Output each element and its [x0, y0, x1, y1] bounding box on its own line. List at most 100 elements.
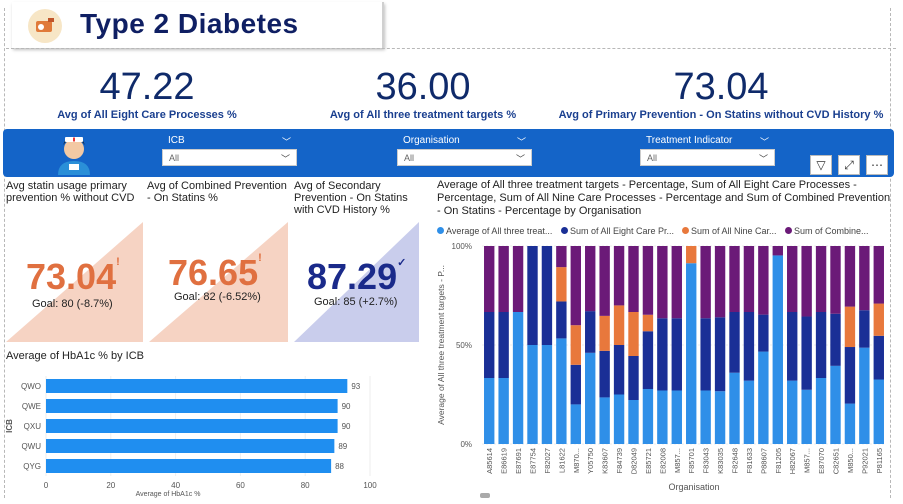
legend-item[interactable]: Average of All three treat... — [437, 226, 552, 236]
stacked-bar-segment — [686, 263, 697, 444]
stacked-bar-segment — [859, 347, 870, 444]
stacked-bar-segment — [671, 318, 682, 391]
stacked-bar-segment — [657, 318, 668, 391]
stacked-bar-segment — [815, 378, 827, 444]
card-goal: Goal: 85 (+2.7%) — [314, 296, 398, 308]
chevron-down-icon[interactable]: ﹀ — [759, 137, 769, 147]
legend-item[interactable]: Sum of All Nine Car... — [682, 226, 777, 236]
divider — [890, 8, 891, 498]
x-tick-label: M850... — [846, 448, 855, 473]
x-tick-label: D82049 — [630, 448, 639, 474]
stacked-bar-segment — [527, 345, 538, 444]
stacked-bar-segment — [498, 312, 509, 378]
organisation-dropdown[interactable]: All ﹀ — [397, 149, 532, 166]
card-title: Avg of Combined Prevention - On Statins … — [147, 180, 287, 204]
x-tick-label: 40 — [171, 481, 180, 490]
chevron-down-icon[interactable]: ﹀ — [515, 154, 525, 164]
stacked-bar-segment — [787, 312, 798, 381]
dropdown-value: All — [169, 153, 180, 163]
treatment-indicator-slicer[interactable]: Treatment Indicator ﹀ All ﹀ — [640, 133, 775, 166]
card-trend-area — [6, 222, 143, 342]
icb-slicer[interactable]: ICB ﹀ All ﹀ — [162, 133, 297, 166]
stacked-bar-segment — [599, 246, 610, 316]
dropdown-value: All — [647, 153, 658, 163]
x-tick-label: 20 — [106, 481, 115, 490]
bar-data-label: 93 — [351, 382, 360, 391]
stacked-bar-segment — [686, 246, 697, 264]
icb-dropdown[interactable]: All ﹀ — [162, 149, 297, 166]
kpi-label: Avg of All Eight Care Processes % — [57, 109, 237, 121]
stacked-bar-segment — [700, 318, 711, 391]
x-tick-label: 0 — [44, 481, 49, 490]
legend-item[interactable]: Sum of All Eight Care Pr... — [561, 226, 674, 236]
stacked-bar-segment — [772, 246, 783, 256]
card-value: 73.04! — [26, 256, 120, 298]
x-tick-label: E85721 — [644, 448, 653, 474]
stacked-bar-segment — [700, 390, 711, 444]
card-value: 76.65! — [168, 252, 262, 294]
card-trend-area — [294, 222, 419, 342]
stacked-bar-segment — [729, 246, 740, 312]
chevron-down-icon[interactable]: ﹀ — [516, 137, 526, 147]
card-value: 87.29✓ — [307, 256, 406, 298]
divider — [4, 8, 5, 498]
chevron-down-icon[interactable]: ﹀ — [281, 137, 291, 147]
card-backgrounds — [6, 222, 419, 342]
card-goal: Goal: 80 (-8.7%) — [32, 298, 113, 310]
legend-item[interactable]: Sum of Combine... — [785, 226, 869, 236]
x-tick-label: P88607 — [759, 448, 768, 474]
more-options-icon[interactable]: ⋯ — [866, 155, 888, 175]
x-tick-label: F81633 — [745, 448, 754, 473]
organisation-slicer[interactable]: Organisation ﹀ All ﹀ — [397, 133, 532, 166]
kpi-label: Avg of All three treatment targets % — [329, 109, 517, 121]
stacked-bar-segment — [844, 246, 856, 307]
stacked-bar-segment — [743, 312, 755, 381]
stacked-bar-segment — [844, 403, 856, 444]
kpi-eight-care: 47.22 Avg of All Eight Care Processes % — [40, 66, 254, 121]
stacked-bar-segment — [512, 312, 524, 444]
dropdown-value: All — [404, 153, 415, 163]
scrollbar[interactable] — [480, 493, 490, 498]
hba1c-bar — [46, 399, 338, 413]
stacked-bar-segment — [657, 390, 668, 444]
filter-icon[interactable]: ▽ — [810, 155, 832, 175]
chevron-down-icon[interactable]: ﹀ — [758, 154, 768, 164]
stacked-bar-segment — [613, 246, 625, 306]
stacked-bar-segment — [714, 246, 726, 318]
y-tick-label: QYG — [23, 462, 41, 471]
legend-label: Sum of Combine... — [794, 226, 869, 236]
stacked-bar-segment — [844, 347, 856, 404]
stacked-bar-segment — [815, 246, 827, 312]
stacked-bar-segment — [758, 351, 769, 444]
slicer-label-text: Treatment Indicator — [646, 135, 733, 146]
stacked-bar-segment — [599, 397, 610, 444]
stacked-bar-segment — [657, 246, 668, 319]
page-title: Type 2 Diabetes — [80, 8, 299, 39]
stacked-bar-segment — [613, 345, 625, 395]
card-goal: Goal: 82 (-6.52%) — [174, 291, 261, 303]
x-axis-title: Average of HbA1c % — [136, 491, 201, 498]
x-tick-label: P92021 — [860, 448, 869, 474]
stacked-bar-segment — [859, 246, 870, 311]
x-tick-label: P81165 — [875, 448, 884, 473]
stacked-bar-segment — [642, 314, 654, 332]
stacked-bar-segment — [758, 246, 769, 315]
treatment-indicator-dropdown[interactable]: All ﹀ — [640, 149, 775, 166]
stacked-bar-segment — [758, 314, 769, 352]
check-icon: ✓ — [397, 257, 407, 269]
stacked-bar-segment — [801, 316, 812, 390]
y-tick-label: QWE — [22, 402, 41, 411]
card-value-text: 87.29 — [307, 256, 398, 297]
stacked-bar-segment — [628, 246, 639, 312]
y-axis-title: Average of All three treatment targets -… — [436, 265, 446, 425]
focus-mode-icon[interactable]: ⤢ — [838, 155, 860, 175]
bar-data-label: 90 — [342, 422, 351, 431]
stacked-bar-segment — [628, 312, 639, 356]
stacked-bar-segment — [714, 317, 726, 392]
chevron-down-icon[interactable]: ﹀ — [280, 154, 290, 164]
legend-dot — [561, 227, 568, 234]
x-tick-label: 80 — [301, 481, 310, 490]
stacked-bar-segment — [671, 246, 682, 319]
x-tick-label: H82067 — [788, 448, 797, 474]
alert-icon: ! — [258, 252, 262, 264]
